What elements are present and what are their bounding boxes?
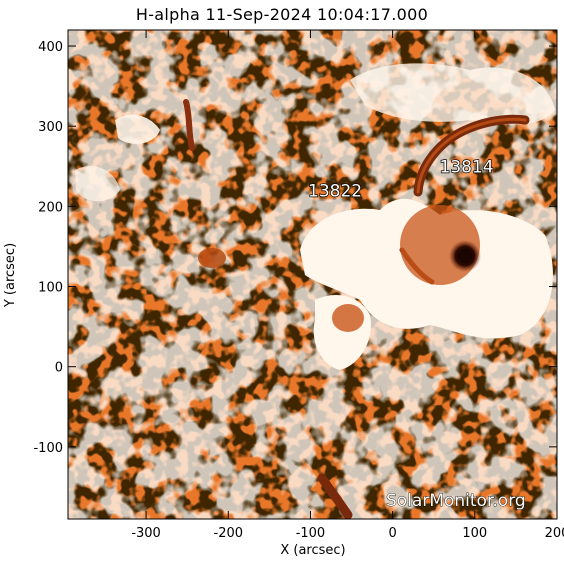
y-axis: -100 0 100 200 300 400 [33, 40, 557, 456]
brightening-patch [198, 248, 226, 268]
y-tick-label: 200 [38, 200, 63, 215]
watermark: SolarMonitor.org [386, 491, 526, 511]
plot-title: H-alpha 11-Sep-2024 10:04:17.000 [135, 5, 429, 24]
plot-frame [67, 29, 558, 520]
filament-lower [317, 473, 353, 519]
filament-13814-inner [416, 117, 527, 194]
y-tick-label: 100 [38, 281, 63, 296]
plage-left-mid [75, 166, 120, 202]
x-axis: -300 -200 -100 0 100 200 [131, 30, 564, 541]
y-axis-title: Y (arcsec) [3, 243, 18, 308]
filament-upper-left [183, 99, 195, 151]
active-region-13814-core [198, 205, 481, 332]
x-tick-label: 0 [388, 526, 396, 541]
brightening-patch-lower [332, 304, 364, 332]
plage-upper-right [350, 63, 555, 125]
region-labels: 13822 13814 [307, 157, 494, 202]
h-alpha-image: 13822 13814 SolarMonitor.org [68, 30, 557, 519]
y-tick-label: 0 [55, 361, 63, 376]
x-axis-title: X (arcsec) [280, 543, 345, 558]
x-tick-label: -200 [214, 526, 244, 541]
y-tick-label: 300 [38, 120, 63, 135]
y-tick-label: -100 [33, 441, 63, 456]
x-tick-label: -100 [296, 526, 326, 541]
x-tick-label: 200 [545, 526, 564, 541]
active-region-label: 13814 [440, 157, 494, 177]
plage-upper-left [115, 114, 160, 144]
sunspot-umbra [458, 249, 472, 263]
x-tick-label: 100 [462, 526, 487, 541]
y-tick-label: 400 [38, 40, 63, 55]
active-region-label: 13822 [308, 181, 362, 201]
x-tick-label: -300 [131, 526, 161, 541]
